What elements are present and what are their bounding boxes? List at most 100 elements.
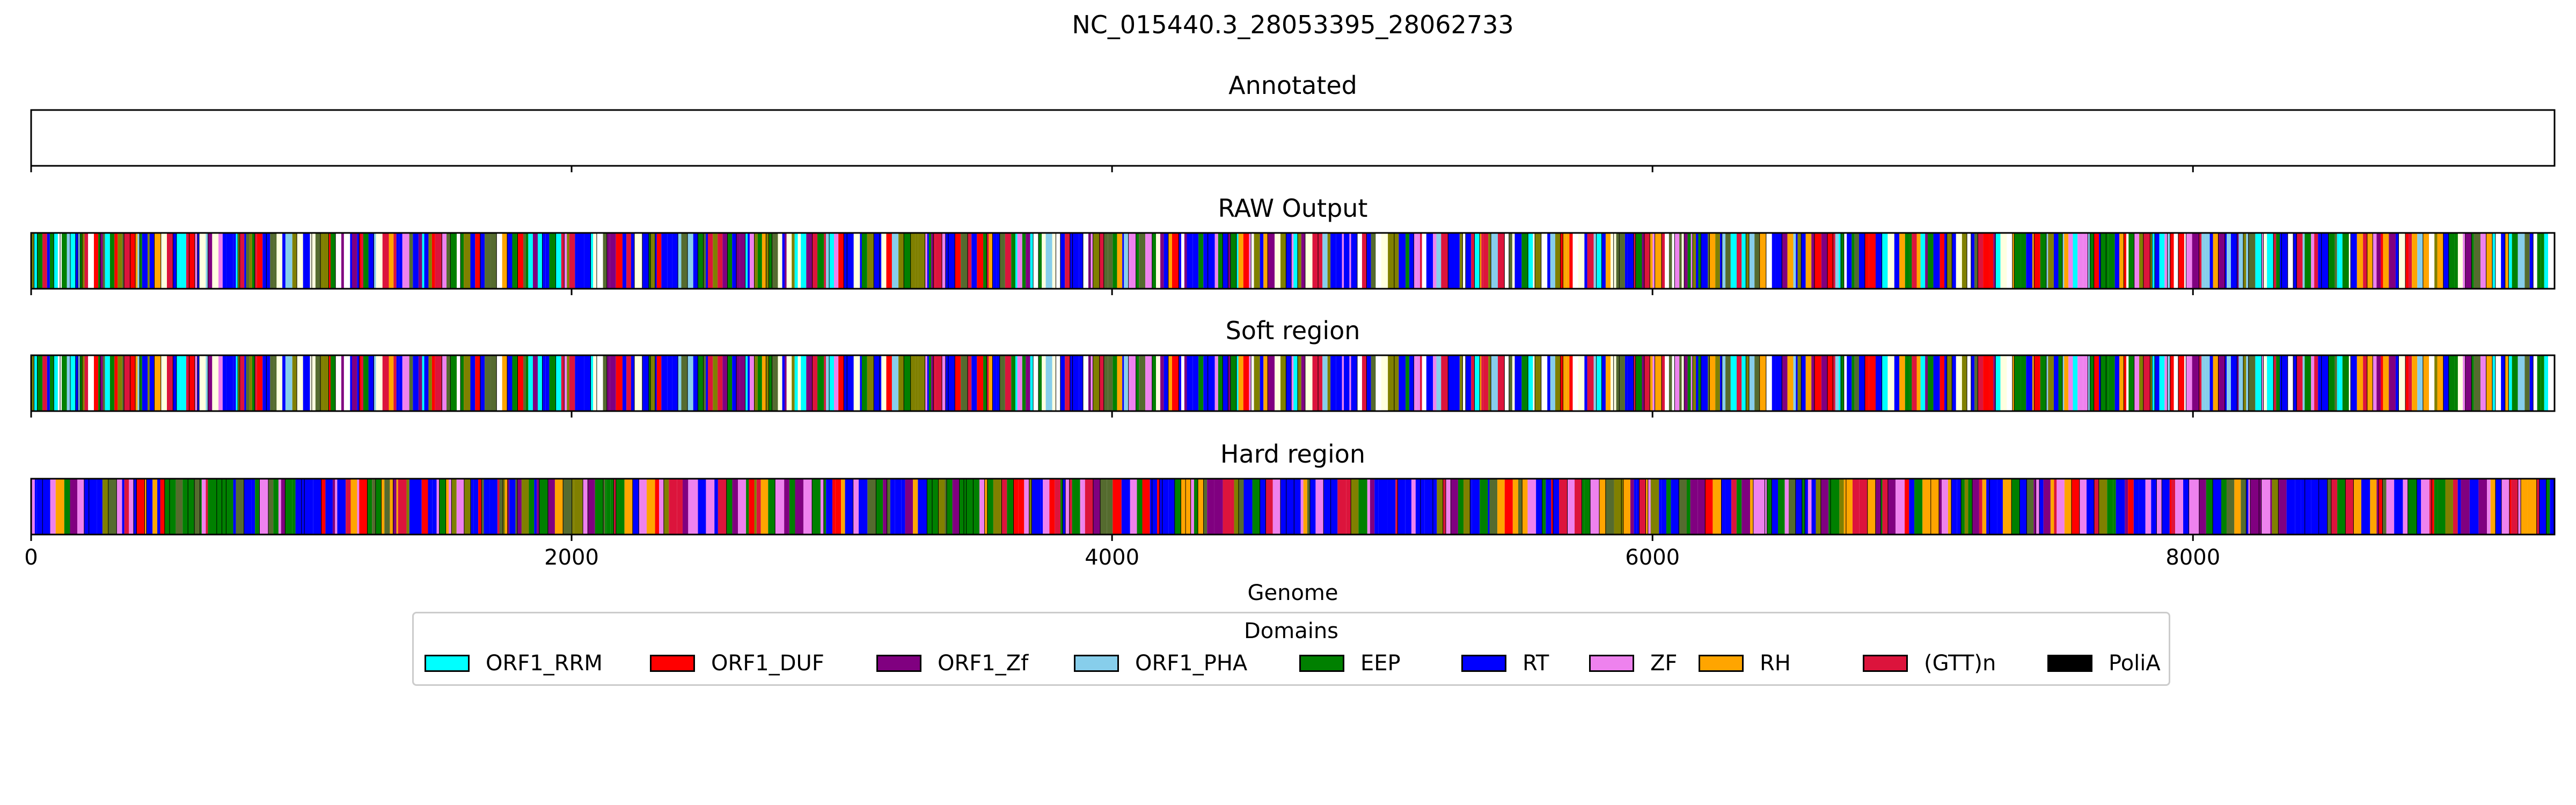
legend-items: ORF1_RRM ORF1_DUF ORF1_Zf ORF1_PHA EEP RT ZF RH…: [414, 650, 2169, 677]
domain-segment: [1124, 233, 1129, 289]
domain-segment: [1749, 355, 1755, 411]
domain-segment: [1336, 355, 1342, 411]
domain-segment: [270, 355, 274, 411]
domain-segment: [160, 355, 167, 411]
domain-segment: [480, 355, 485, 411]
legend-label: ORF1_DUF: [711, 651, 824, 676]
domain-segment: [169, 479, 176, 535]
domain-segment: [1601, 355, 1606, 411]
domain-segment: [2505, 233, 2509, 289]
domain-segment: [838, 355, 844, 411]
domain-segment: [2486, 355, 2493, 411]
domain-segment: [42, 479, 50, 535]
domain-segment: [2407, 479, 2417, 535]
domain-segment: [2021, 355, 2026, 411]
domain-segment: [2469, 479, 2479, 535]
domain-segment: [860, 355, 862, 411]
domain-segment: [2434, 355, 2438, 411]
domain-segment: [1007, 479, 1014, 535]
domain-segment: [1139, 233, 1146, 289]
domain-segment: [905, 479, 913, 535]
domain-segment: [1687, 479, 1690, 535]
domain-segment: [2156, 479, 2162, 535]
domain-segment: [1974, 355, 1978, 411]
domain-segment: [1280, 479, 1286, 535]
domain-segment: [2337, 355, 2340, 411]
domain-segment: [646, 479, 655, 535]
domain-segment: [2293, 355, 2297, 411]
domain-segment: [528, 233, 533, 289]
domain-segment: [1725, 233, 1731, 289]
domain-segment: [1065, 479, 1070, 535]
domain-segment: [1833, 355, 1835, 411]
domain-segment: [1894, 355, 1899, 411]
domain-segment: [2250, 479, 2259, 535]
domain-segment: [655, 355, 657, 411]
domain-segment: [1662, 355, 1665, 411]
domain-segment: [2529, 355, 2534, 411]
domain-segment: [2337, 233, 2340, 289]
legend-item: RT: [1461, 650, 1549, 677]
domain-segment: [1961, 479, 1965, 535]
domain-segment: [1018, 479, 1024, 535]
domain-segment: [2199, 233, 2202, 289]
domain-segment: [1208, 355, 1215, 411]
domain-segment: [396, 233, 399, 289]
domain-segment: [1701, 233, 1708, 289]
domain-segment: [2454, 355, 2458, 411]
track-soft-region: Soft region: [30, 316, 2556, 418]
legend-item: ORF1_PHA: [1074, 650, 1247, 677]
domain-segment: [1437, 479, 1443, 535]
domain-segment: [2533, 355, 2537, 411]
domain-segment: [129, 479, 134, 535]
domain-segment: [1017, 233, 1022, 289]
domain-segment: [1394, 233, 1399, 289]
domain-segment: [1185, 479, 1191, 535]
domain-segment: [1619, 233, 1625, 289]
domain-segment: [173, 233, 177, 289]
track-title: Soft region: [1226, 316, 1360, 345]
domain-segment: [1001, 479, 1007, 535]
domain-segment: [847, 355, 854, 411]
domain-segment: [1514, 233, 1522, 289]
domain-segment: [523, 355, 526, 411]
domain-segment: [1971, 233, 1975, 289]
domain-segment: [867, 233, 874, 289]
domain-segment: [590, 355, 594, 411]
domain-segment: [449, 479, 452, 535]
domain-segment: [1454, 355, 1460, 411]
domain-segment: [910, 233, 916, 289]
domain-segment: [2412, 233, 2418, 289]
domain-segment: [1022, 355, 1026, 411]
domain-segment: [2143, 233, 2150, 289]
domain-segment: [1645, 479, 1648, 535]
domain-segment: [2370, 479, 2377, 535]
domain-segment: [485, 233, 491, 289]
domain-segment: [968, 355, 972, 411]
domain-segment: [989, 233, 993, 289]
domain-segment: [122, 233, 125, 289]
domain-segment: [2238, 355, 2244, 411]
domain-segment: [1630, 479, 1634, 535]
domain-segment: [1952, 355, 1956, 411]
domain-segment: [726, 479, 733, 535]
domain-segment: [1312, 355, 1319, 411]
domain-segment: [1814, 355, 1821, 411]
domain-segment: [507, 479, 510, 535]
domain-segment: [2175, 479, 2184, 535]
domain-segment: [2077, 233, 2083, 289]
domain-segment: [375, 479, 382, 535]
domain-segment: [1411, 479, 1416, 535]
domain-segment: [372, 479, 376, 535]
domain-segment: [1995, 355, 2001, 411]
domain-segment: [1650, 479, 1659, 535]
domain-segment: [1414, 355, 1417, 411]
domain-segment: [1713, 479, 1722, 535]
domain-segment: [357, 233, 360, 289]
domain-segment: [1912, 233, 1917, 289]
domain-segment: [584, 355, 591, 411]
domain-segment: [1145, 355, 1152, 411]
domain-segment: [167, 233, 173, 289]
domain-segment: [637, 233, 642, 289]
domain-segment: [2443, 233, 2449, 289]
